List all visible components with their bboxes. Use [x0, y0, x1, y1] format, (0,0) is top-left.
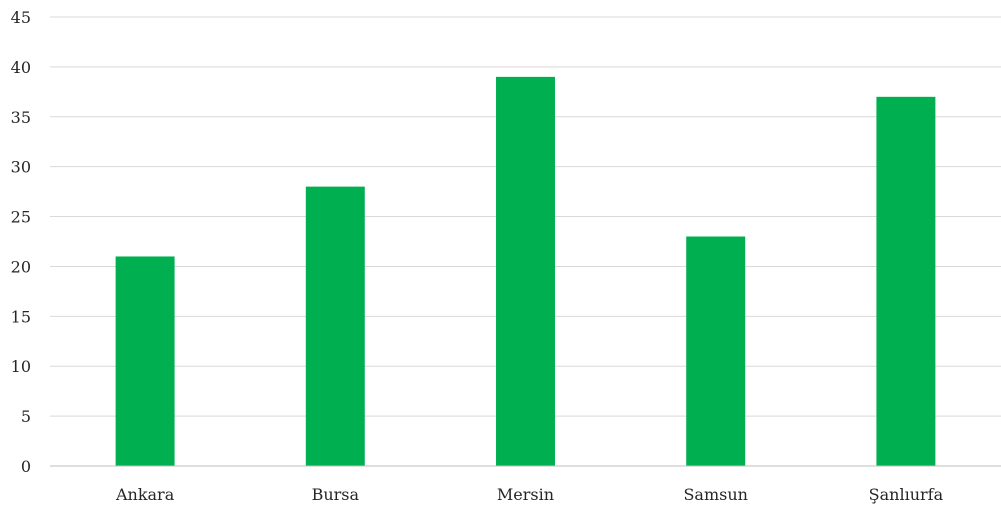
x-tick-label: Bursa — [312, 485, 360, 504]
y-axis-tick-labels: 0 5 10 15 20 25 30 35 40 45 — [11, 8, 31, 476]
bar-samsun — [686, 236, 746, 466]
y-tick-label: 15 — [11, 307, 31, 326]
y-tick-label: 20 — [11, 257, 31, 276]
y-tick-label: 45 — [11, 8, 31, 27]
y-tick-label: 30 — [11, 158, 31, 177]
bar-mersin — [496, 76, 555, 466]
y-tick-label: 40 — [11, 58, 31, 77]
bars — [115, 76, 936, 467]
x-tick-label: Şanlıurfa — [869, 485, 944, 504]
y-tick-label: 10 — [11, 357, 31, 376]
y-tick-label: 0 — [21, 457, 31, 476]
bar-bursa — [305, 186, 365, 466]
y-tick-label: 25 — [11, 208, 31, 227]
y-tick-label: 35 — [11, 108, 31, 127]
bar-ankara — [115, 256, 175, 466]
x-tick-label: Mersin — [497, 485, 554, 504]
x-axis-category-labels: Ankara Bursa Mersin Samsun Şanlıurfa — [115, 485, 944, 504]
x-tick-label: Samsun — [683, 485, 748, 504]
y-tick-label: 5 — [21, 407, 31, 426]
bar-şanlıurfa — [876, 96, 936, 467]
x-tick-label: Ankara — [115, 485, 175, 504]
